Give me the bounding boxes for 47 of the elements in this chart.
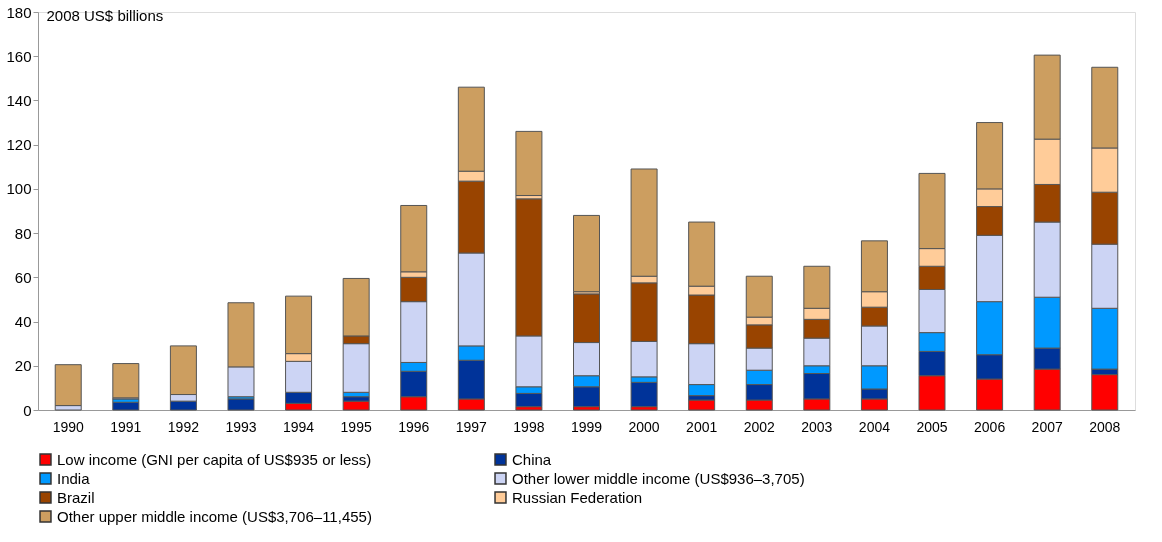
bar bbox=[573, 214, 600, 293]
x-tick-label: 1995 bbox=[340, 418, 372, 435]
y-tick-label: 80 bbox=[14, 224, 32, 242]
y-tick-label: 100 bbox=[6, 180, 32, 198]
y-tick-label: 0 bbox=[23, 401, 32, 419]
x-tick-label: 1990 bbox=[52, 418, 85, 435]
y-tick-label: 140 bbox=[6, 91, 32, 109]
x-tick-label: 2003 bbox=[801, 418, 833, 435]
bar bbox=[688, 399, 716, 411]
x-tick-label: 1996 bbox=[398, 418, 430, 435]
bar bbox=[112, 363, 140, 399]
legend-label: China bbox=[512, 450, 552, 468]
x-tick-label: 2002 bbox=[743, 418, 776, 435]
x-tick-label: 1997 bbox=[455, 418, 488, 435]
x-tick-label: 2001 bbox=[686, 418, 718, 435]
legend-label: Brazil bbox=[57, 488, 95, 506]
x-tick-label: 2007 bbox=[1031, 418, 1063, 435]
bar bbox=[630, 381, 658, 408]
x-tick-label: 2004 bbox=[858, 418, 891, 435]
x-tick-label: 1993 bbox=[225, 418, 257, 435]
bar bbox=[342, 400, 370, 411]
y-tick-label: 60 bbox=[14, 268, 32, 286]
y-tick-label: 180 bbox=[6, 3, 32, 21]
legend-label: India bbox=[57, 469, 91, 487]
legend-label: Low income (GNI per capita of US$935 or less) bbox=[57, 450, 372, 468]
x-tick-label: 1998 bbox=[513, 418, 545, 435]
bar bbox=[227, 398, 255, 411]
bar bbox=[1091, 374, 1119, 411]
y-tick-label: 40 bbox=[14, 313, 32, 331]
legend-label: Other lower middle income (US$936–3,705) bbox=[512, 469, 805, 487]
x-tick-label: 2000 bbox=[628, 418, 660, 435]
x-tick-label: 1992 bbox=[167, 418, 200, 435]
x-tick-label: 1999 bbox=[570, 418, 603, 435]
y-tick-label: 20 bbox=[14, 357, 32, 375]
bar bbox=[54, 364, 82, 407]
x-tick-label: 2008 bbox=[1089, 418, 1121, 435]
x-tick-label: 1994 bbox=[283, 418, 315, 435]
y-tick-label: 160 bbox=[6, 47, 32, 65]
y-tick-label: 120 bbox=[6, 136, 32, 154]
y-axis-title: 2008 US$ billions bbox=[46, 6, 164, 24]
x-tick-label: 1991 bbox=[110, 418, 142, 435]
x-tick-label: 2005 bbox=[916, 418, 948, 435]
bar bbox=[112, 401, 140, 411]
bar bbox=[515, 130, 543, 197]
legend-label: Russian Federation bbox=[512, 488, 643, 506]
legend-label: Other upper middle income (US$3,706–11,455) bbox=[57, 507, 372, 525]
x-tick-label: 2006 bbox=[974, 418, 1006, 435]
